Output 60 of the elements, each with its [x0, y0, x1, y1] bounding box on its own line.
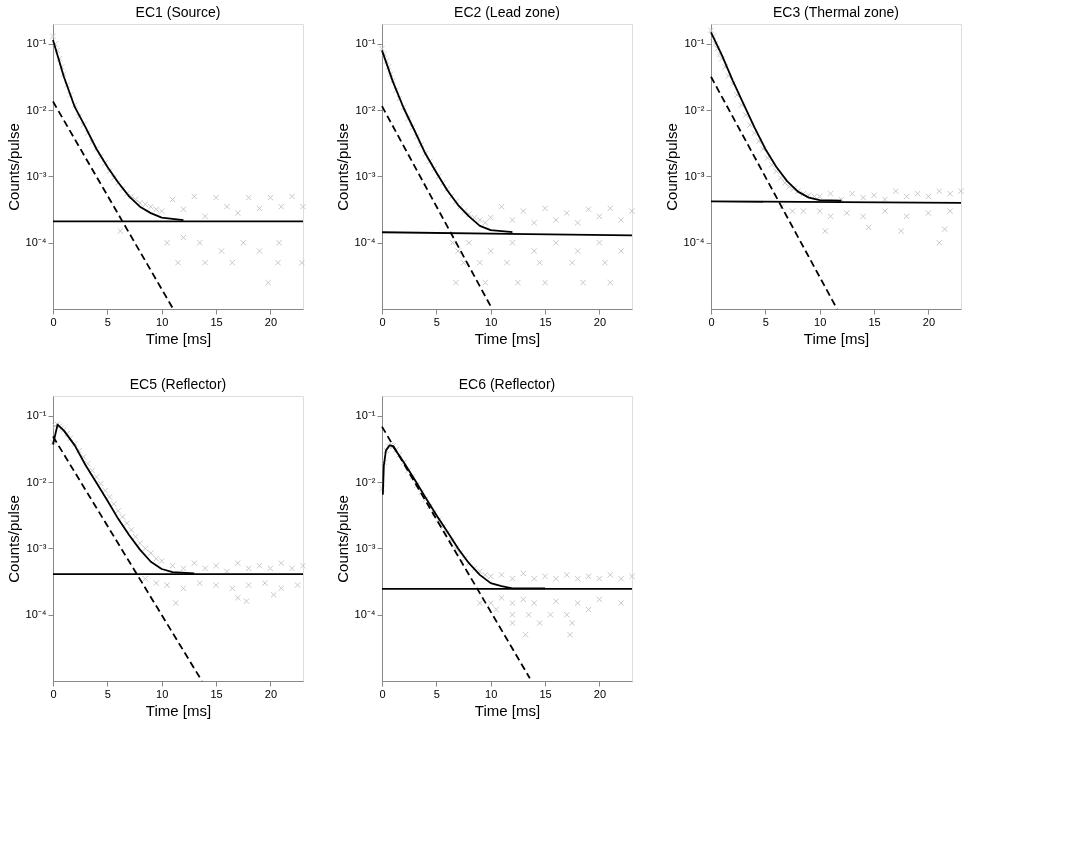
chart-title: EC3 (Thermal zone) — [772, 4, 900, 20]
y-tick-label: 10⁻⁴ — [25, 608, 47, 621]
y-tick-label: 10⁻³ — [26, 541, 47, 554]
x-axis-title: Time [ms] — [145, 329, 212, 347]
x-tick-label: 5 — [433, 315, 440, 328]
x-tick-label: 5 — [104, 315, 111, 328]
chart-title: EC1 (Source) — [135, 4, 221, 20]
x-tick-label: 20 — [922, 315, 936, 328]
y-tick-label: 10⁻⁴ — [354, 608, 376, 621]
y-axis-title: Counts/pulse — [333, 495, 351, 583]
y-axis-title: Counts/pulse — [4, 123, 22, 211]
x-axis-title: Time [ms] — [474, 329, 541, 347]
x-tick-label: 20 — [264, 315, 278, 328]
chart-title: EC6 (Reflector) — [458, 376, 556, 392]
y-axis-title: Counts/pulse — [4, 495, 22, 583]
y-tick-label: 10⁻² — [26, 103, 47, 116]
x-axis-title: Time [ms] — [803, 329, 870, 347]
y-tick-label: 10⁻² — [355, 475, 376, 488]
y-axis-title: Counts/pulse — [662, 123, 680, 211]
chart-title: EC5 (Reflector) — [129, 376, 227, 392]
y-tick-label: 10⁻² — [355, 103, 376, 116]
x-tick-label: 0 — [708, 315, 715, 328]
y-tick-label: 10⁻³ — [684, 169, 705, 182]
x-tick-label: 20 — [264, 687, 278, 700]
y-tick-label: 10⁻⁴ — [25, 236, 47, 249]
x-tick-label: 10 — [485, 687, 498, 700]
y-tick-label: 10⁻² — [26, 475, 47, 488]
y-tick-label: 10⁻¹ — [355, 409, 376, 422]
x-tick-label: 10 — [156, 687, 169, 700]
x-tick-label: 15 — [539, 315, 552, 328]
y-tick-label: 10⁻² — [684, 103, 705, 116]
x-tick-label: 15 — [539, 687, 552, 700]
y-tick-label: 10⁻⁴ — [354, 236, 376, 249]
x-tick-label: 10 — [485, 315, 498, 328]
y-tick-label: 10⁻³ — [26, 169, 47, 182]
x-tick-label: 10 — [814, 315, 827, 328]
x-tick-label: 0 — [379, 315, 386, 328]
x-tick-label: 5 — [762, 315, 769, 328]
y-tick-label: 10⁻¹ — [355, 37, 376, 50]
y-axis-title: Counts/pulse — [333, 123, 351, 211]
y-tick-label: 10⁻¹ — [26, 409, 47, 422]
chart-title: EC2 (Lead zone) — [454, 4, 560, 20]
y-tick-label: 10⁻⁴ — [683, 236, 705, 249]
y-tick-label: 10⁻¹ — [26, 37, 47, 50]
y-tick-label: 10⁻³ — [355, 169, 376, 182]
x-tick-label: 15 — [868, 315, 881, 328]
x-tick-label: 15 — [210, 687, 223, 700]
x-tick-label: 0 — [50, 687, 57, 700]
x-tick-label: 10 — [156, 315, 169, 328]
x-tick-label: 0 — [50, 315, 57, 328]
x-axis-title: Time [ms] — [145, 701, 212, 719]
x-tick-label: 5 — [433, 687, 440, 700]
y-tick-label: 10⁻¹ — [684, 37, 705, 50]
x-tick-label: 0 — [379, 687, 386, 700]
x-tick-label: 20 — [593, 315, 607, 328]
x-tick-label: 15 — [210, 315, 223, 328]
x-axis-title: Time [ms] — [474, 701, 541, 719]
x-tick-label: 5 — [104, 687, 111, 700]
y-tick-label: 10⁻³ — [355, 541, 376, 554]
x-tick-label: 20 — [593, 687, 607, 700]
